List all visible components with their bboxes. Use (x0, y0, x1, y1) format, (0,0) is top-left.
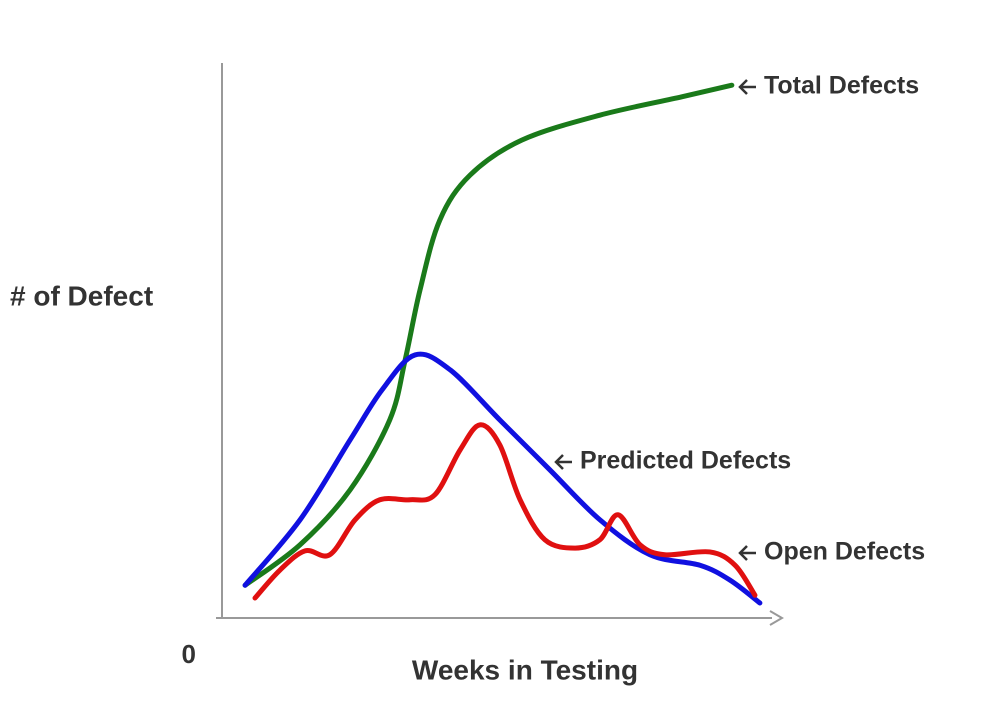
series-label: Predicted Defects (580, 447, 791, 475)
series-label: Open Defects (764, 538, 925, 566)
x-axis-arrow (769, 610, 784, 626)
x-axis-label: Weeks in Testing (412, 654, 638, 685)
y-axis-label: # of Defect (10, 280, 153, 311)
y-tick-label: 0 (182, 639, 196, 669)
label-arrow (738, 79, 756, 95)
series-line (242, 351, 763, 606)
series-line (242, 82, 735, 588)
label-arrow (738, 545, 756, 561)
series-label: Total Defects (764, 72, 919, 100)
series-line (252, 422, 758, 601)
label-arrow (554, 454, 572, 470)
